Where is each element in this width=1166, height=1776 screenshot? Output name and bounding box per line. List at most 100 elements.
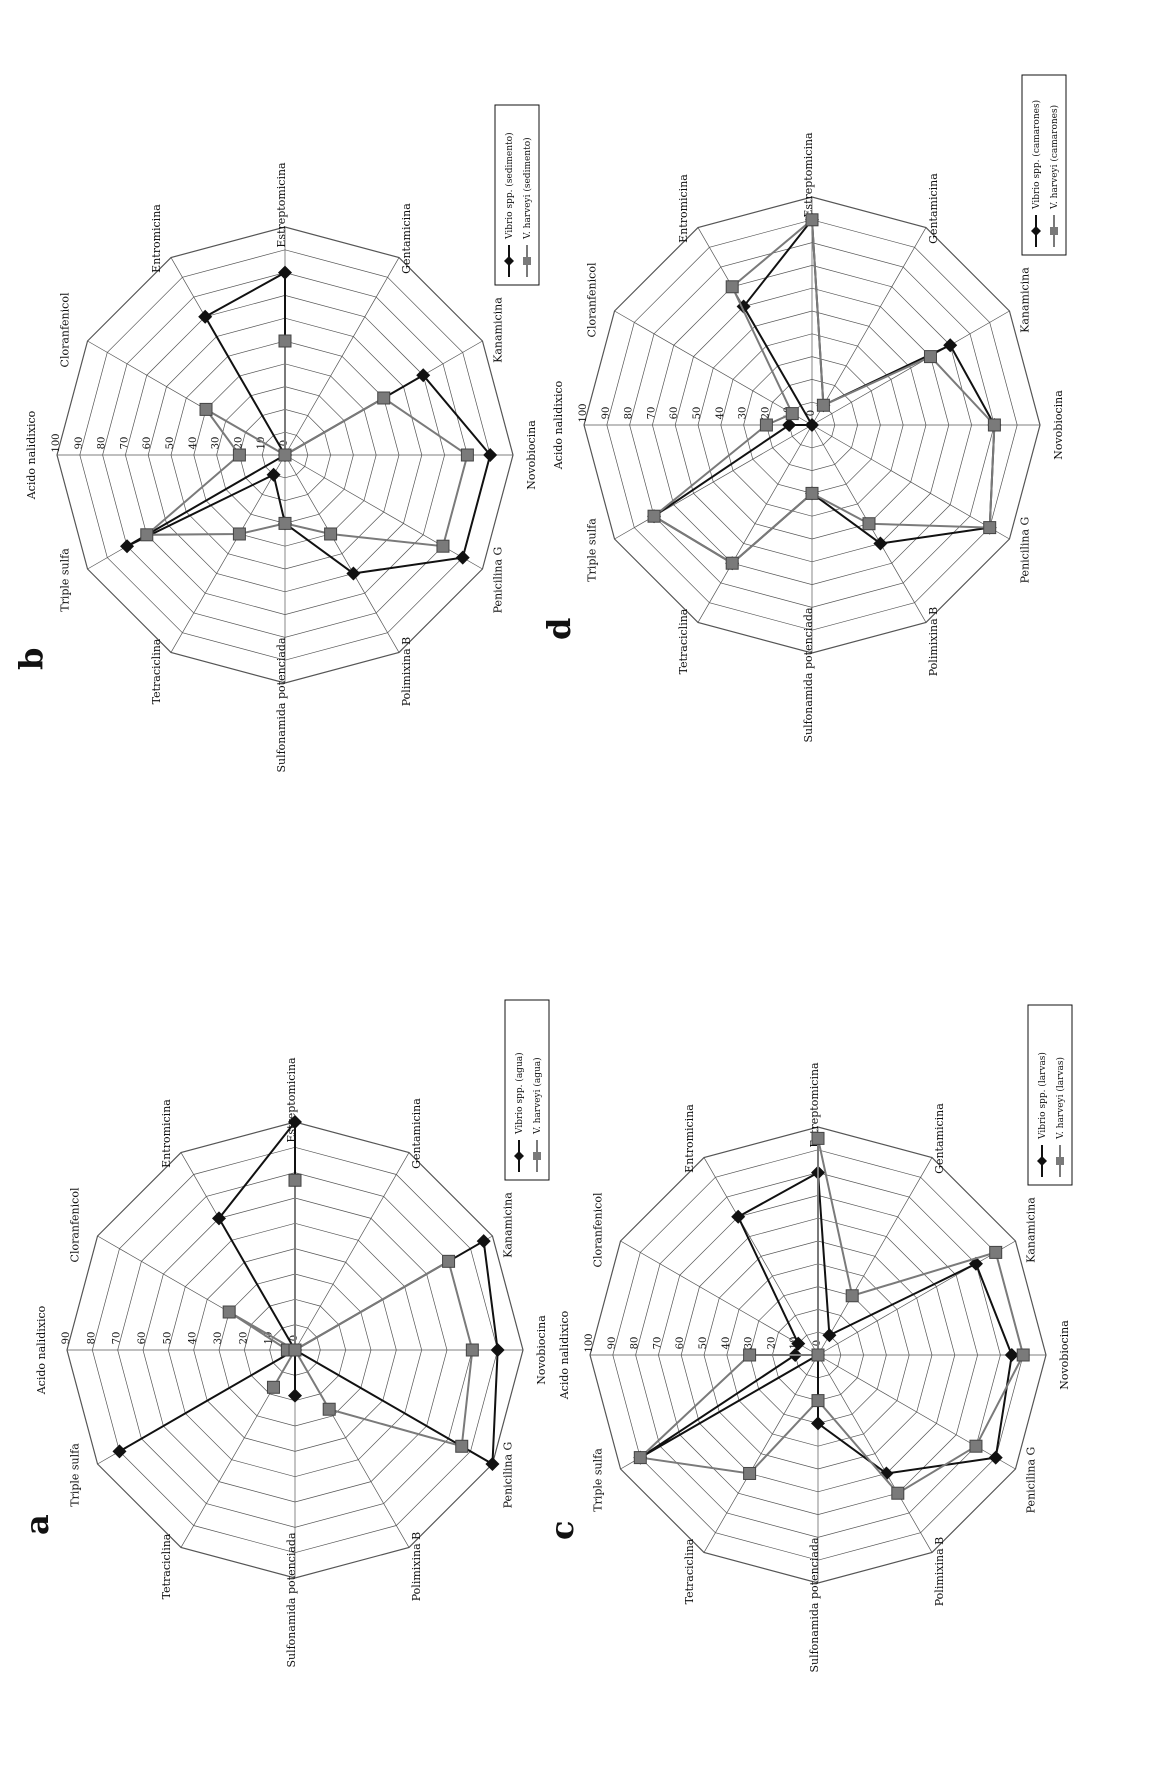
legend-label: Vibrio spp. (camarones) (1031, 100, 1042, 210)
grid-spoke (817, 1240, 1016, 1356)
data-point-square (862, 517, 876, 531)
category-label: Acido nalidixico (552, 380, 565, 470)
data-point-square (199, 402, 213, 416)
data-point-square (811, 1131, 825, 1145)
data-point-square (923, 350, 937, 364)
grid-spoke (811, 227, 927, 426)
tick-label: 50 (162, 1332, 173, 1345)
tick-label: 100 (578, 403, 589, 422)
tick-label: 90 (74, 437, 85, 450)
category-label: Tetraciclina (677, 608, 690, 674)
data-point-diamond (822, 1328, 837, 1343)
category-label: Entromicina (150, 204, 163, 273)
legend-box (494, 104, 540, 286)
data-point-square (743, 1348, 757, 1362)
data-point-square (232, 448, 246, 462)
data-point-square (891, 1486, 905, 1500)
tick-label: 20 (766, 1337, 777, 1350)
legend-swatch-diamond (1037, 1156, 1047, 1166)
legend: Vibrio spp. (camarones) V. harveyi (camar… (1021, 74, 1067, 256)
category-label: Novobiocina (535, 1315, 548, 1385)
data-point-diamond (112, 1444, 127, 1459)
category-label: Cloranfenicol (591, 1192, 604, 1267)
legend: Vibrio spp. (larvas) V. harveyi (larvas) (1027, 1004, 1073, 1186)
tick-label: 70 (652, 1337, 663, 1350)
grid-spoke (284, 257, 400, 456)
grid-spoke (620, 1240, 819, 1356)
category-label: Gentamicina (400, 203, 413, 274)
data-point-square (278, 334, 292, 348)
data-point-square (465, 1343, 479, 1357)
grid-spoke (811, 310, 1010, 426)
data-point-square (288, 1343, 302, 1357)
category-label: Tetraciclina (160, 1533, 173, 1599)
tick-label: 70 (119, 437, 130, 450)
grid-spoke (294, 1152, 410, 1351)
data-point-diamond (278, 265, 292, 280)
tick-label: 20 (233, 437, 244, 450)
tick-label: 30 (738, 407, 749, 420)
tick-label: 60 (675, 1337, 686, 1350)
grid-spoke (817, 1354, 933, 1553)
legend-swatch-diamond (504, 256, 514, 266)
category-label: Sulfonamida potenciada (285, 1532, 298, 1667)
category-label: Kanamicina (492, 297, 505, 363)
data-point-square (288, 1173, 302, 1187)
category-label: Triple sulfa (585, 518, 598, 582)
tick-label: 90 (601, 407, 612, 420)
tick-label: 50 (698, 1337, 709, 1350)
tick-label: 30 (744, 1337, 755, 1350)
legend-label: V. harveyi (agua) (532, 1057, 543, 1135)
category-label: Penicilina G (502, 1442, 515, 1509)
data-point-square (460, 448, 474, 462)
tick-label: 30 (211, 437, 222, 450)
category-label: Novobiocina (525, 420, 538, 490)
data-point-square (455, 1439, 469, 1453)
series-line-0 (118, 1119, 499, 1466)
category-label: Estreptomicina (275, 162, 288, 248)
grid-spoke (817, 1157, 933, 1356)
grid-spoke (284, 454, 400, 653)
data-point-square (805, 486, 819, 500)
tick-label: 90 (607, 1337, 618, 1350)
data-point-diamond (791, 1336, 806, 1351)
data-point-diamond (483, 448, 498, 462)
data-point-square (324, 527, 338, 541)
category-label: Acido nalidixico (35, 1305, 48, 1395)
panel-label: b (12, 648, 50, 670)
data-point-square (989, 1245, 1003, 1259)
data-point-square (1016, 1348, 1030, 1362)
data-point-square (377, 391, 391, 405)
category-label: Polimixina B (410, 1532, 423, 1602)
data-point-diamond (1004, 1348, 1019, 1362)
category-label: Entromicina (683, 1104, 696, 1173)
data-point-square (436, 539, 450, 553)
category-label: Polimixina B (927, 607, 940, 677)
data-point-square (969, 1439, 983, 1453)
legend-swatch-square (523, 257, 531, 265)
data-point-diamond (731, 1209, 746, 1224)
tick-label: 100 (51, 433, 62, 452)
category-label: Cloranfenicol (68, 1187, 81, 1262)
legend-label: V. harveyi (larvas) (1055, 1057, 1066, 1140)
data-point-square (987, 418, 1001, 432)
legend-box (1021, 74, 1067, 256)
tick-label: 40 (188, 1332, 199, 1345)
series-line-0 (126, 270, 492, 575)
data-point-square (633, 1451, 647, 1465)
category-label: Sulfonamida potenciada (275, 637, 288, 772)
category-label: Kanamicina (502, 1192, 515, 1258)
legend-label: V. harveyi (camarones) (1049, 105, 1060, 210)
tick-label: 70 (112, 1332, 123, 1345)
grid-spoke (817, 1354, 1016, 1470)
panel-label: d (540, 618, 578, 640)
data-point-diamond (120, 539, 135, 554)
tick-label: 80 (624, 407, 635, 420)
category-label: Sulfonamida potenciada (802, 607, 815, 742)
category-label: Acido nalidixico (25, 410, 38, 500)
panel-label: c (543, 1521, 581, 1540)
data-point-diamond (485, 1457, 500, 1471)
tick-label: 50 (692, 407, 703, 420)
data-point-square (816, 398, 830, 412)
